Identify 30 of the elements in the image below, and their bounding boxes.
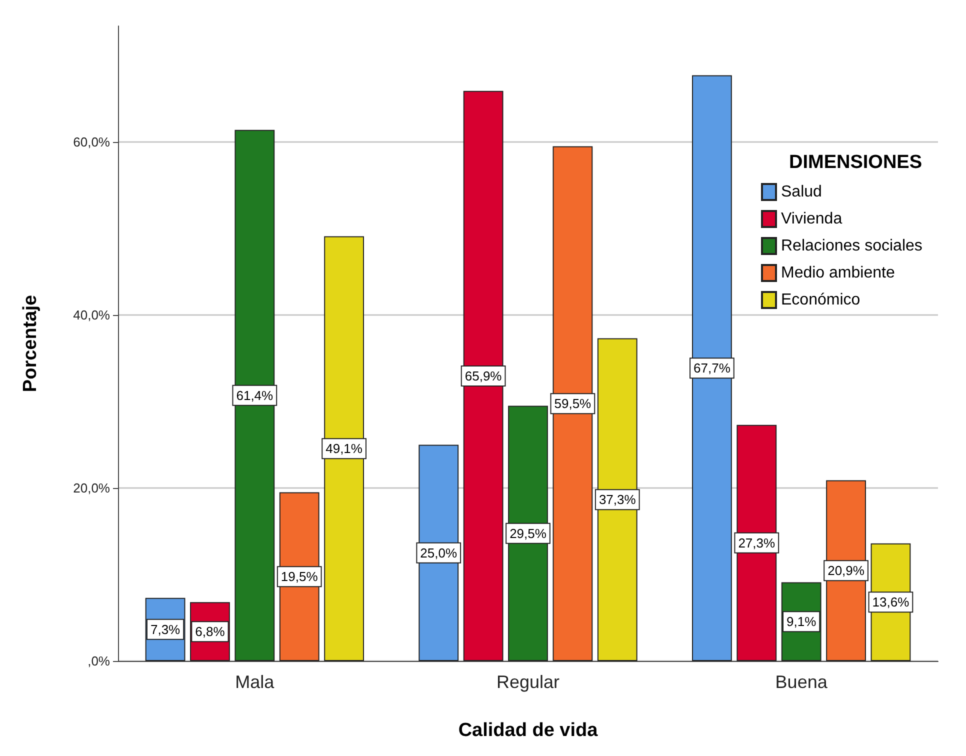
y-tick-label: ,0%	[88, 654, 110, 668]
data-label: 20,9%	[828, 563, 865, 578]
legend-label: Salud	[781, 184, 822, 200]
data-label: 9,1%	[786, 614, 817, 630]
data-label: 59,5%	[554, 396, 592, 412]
data-label: 13,6%	[872, 594, 910, 610]
y-tick-label: 60,0%	[73, 134, 110, 150]
legend-label: Medio ambiente	[781, 264, 895, 282]
y-tick-label: 20,0%	[73, 480, 110, 496]
data-label: 61,4%	[236, 388, 274, 403]
y-tick-label: 40,0%	[73, 307, 110, 322]
data-label: 37,3%	[598, 492, 636, 508]
data-label: 19,5%	[280, 569, 318, 584]
data-label: 6,8%	[195, 624, 226, 640]
data-label: 27,3%	[738, 535, 776, 550]
data-label: 65,9%	[464, 368, 502, 384]
y-axis-title: Porcentaje	[20, 294, 41, 392]
data-label: 25,0%	[420, 545, 458, 560]
data-label: 49,1%	[326, 441, 363, 456]
legend-label: Relaciones sociales	[781, 238, 922, 254]
x-tick-label: Mala	[235, 672, 276, 692]
x-tick-label: Buena	[775, 672, 828, 692]
legend-label: Económico	[781, 292, 860, 308]
legend-label: Vivienda	[781, 210, 842, 228]
legend-title: DIMENSIONES	[789, 152, 922, 173]
data-label: 67,7%	[694, 360, 731, 376]
x-tick-label: Regular	[496, 672, 560, 692]
data-label: 29,5%	[510, 526, 547, 541]
data-label: 7,3%	[150, 622, 181, 637]
x-axis-title: Calidad de vida	[458, 720, 598, 741]
